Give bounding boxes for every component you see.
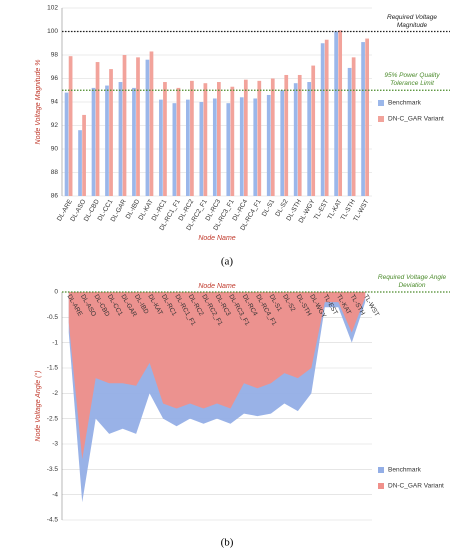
bar [122, 55, 127, 196]
reference-label: 95% Power Quality Tolerance Limit [384, 72, 440, 88]
bar [203, 83, 208, 196]
bar [284, 74, 289, 196]
legend-swatch [378, 100, 384, 106]
bar [136, 57, 140, 196]
bar [324, 39, 329, 196]
y-tick-label: 94 [51, 99, 59, 106]
bar [163, 82, 167, 196]
bar [172, 103, 177, 196]
y-tick-label: -2 [52, 390, 58, 397]
x-axis-label: Node Name [198, 235, 235, 242]
legend-label: Benchmark [388, 100, 422, 107]
reference-label: Required Voltage Magnitude [387, 13, 437, 29]
bar [230, 86, 235, 196]
y-tick-label: 98 [51, 52, 59, 59]
bar [297, 74, 302, 196]
bar [212, 98, 217, 196]
y-axis-label: Node Voltage Angle (°) [34, 370, 42, 441]
y-tick-label: -4 [52, 491, 58, 498]
reference-label: Required Voltage Angle Deviation [377, 274, 447, 289]
caption: (a) [221, 256, 234, 268]
bar [217, 82, 221, 196]
y-tick-label: -3 [52, 441, 58, 448]
bar [239, 97, 244, 196]
legend-swatch [378, 467, 384, 473]
area [68, 292, 366, 460]
bar [149, 51, 154, 196]
legend-label: DN-C_GAR Variant [388, 116, 444, 123]
y-tick-label: -4.5 [47, 517, 59, 524]
y-tick-label: 96 [51, 75, 59, 82]
bar [64, 92, 69, 196]
y-tick-label: 86 [51, 193, 59, 200]
bar [132, 87, 136, 196]
legend-swatch [378, 483, 384, 489]
y-tick-label: 90 [51, 146, 59, 153]
y-tick-label: -1.5 [47, 365, 59, 372]
y-axis-label: Node Voltage Magnitude % [35, 60, 42, 145]
bar [159, 99, 163, 196]
bar [320, 43, 325, 196]
bar [82, 114, 86, 196]
x-axis-label: Node Name [198, 283, 235, 290]
y-tick-label: 88 [51, 169, 59, 176]
bar [334, 31, 338, 196]
bar [105, 85, 109, 196]
bar [118, 82, 123, 196]
bar [293, 83, 298, 196]
bar [338, 30, 343, 197]
bar [347, 67, 352, 196]
bar [253, 98, 258, 196]
y-tick-label: 102 [47, 5, 58, 12]
y-tick-label: -1 [52, 339, 58, 346]
caption: (b) [221, 537, 234, 549]
bar [109, 69, 113, 196]
bar [78, 130, 82, 196]
y-tick-label: -0.5 [47, 314, 59, 321]
y-tick-label: 92 [51, 122, 59, 129]
y-tick-label: 0 [54, 289, 58, 296]
bar [199, 102, 204, 196]
legend-label: DN-C_GAR Variant [388, 483, 444, 490]
y-tick-label: -3.5 [47, 466, 59, 473]
bar [190, 80, 194, 196]
legend-swatch [378, 116, 384, 122]
bar [95, 62, 100, 196]
bar [365, 38, 369, 196]
bar [257, 80, 262, 196]
bar [351, 57, 356, 196]
bar [266, 94, 271, 196]
bar [145, 59, 150, 197]
y-tick-label: 100 [47, 28, 58, 35]
bar [226, 103, 231, 196]
x-tick-label: TL-WST [362, 293, 380, 317]
bar [280, 90, 285, 196]
y-tick-label: -2.5 [47, 415, 59, 422]
bar [311, 65, 316, 196]
bar [68, 56, 73, 196]
bar [243, 79, 248, 196]
bar [176, 87, 181, 196]
bar [270, 78, 275, 196]
bar [186, 99, 190, 196]
legend-label: Benchmark [388, 467, 422, 474]
bar [307, 82, 312, 196]
bar [361, 42, 365, 197]
bar [91, 87, 96, 196]
